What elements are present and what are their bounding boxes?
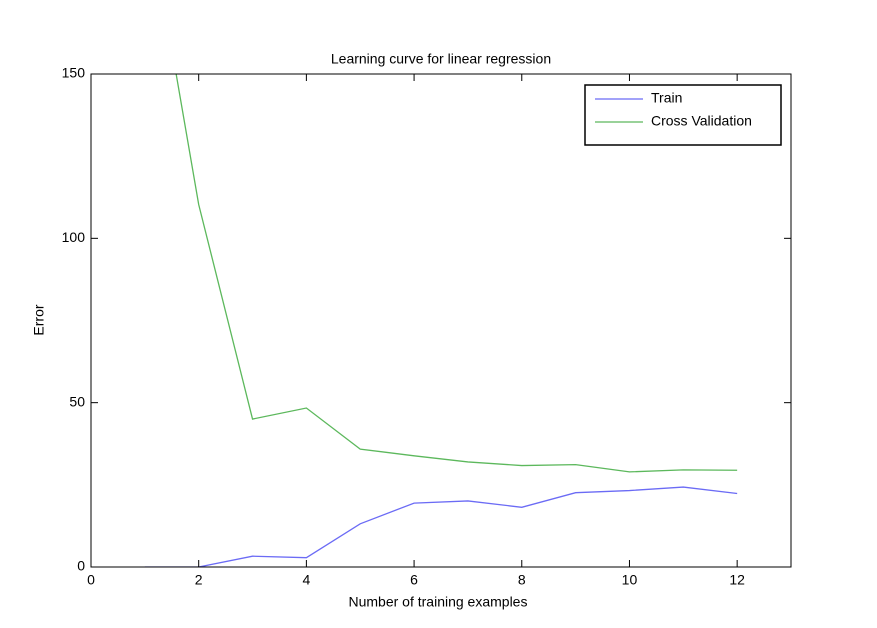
x-axis-label: Number of training examples [349,594,528,610]
y-tick-label: 50 [69,393,85,409]
legend-label: Train [651,90,682,106]
x-tick-label: 6 [410,572,418,588]
series-line [175,74,738,473]
x-tick-label: 0 [87,572,95,588]
x-tick-label: 12 [729,572,745,588]
x-tick-label: 4 [302,572,310,588]
y-axis-label: Error [31,304,47,335]
y-tick-label: 0 [77,558,85,574]
x-tick-label: 8 [518,572,526,588]
legend-box [584,84,782,146]
chart-title: Learning curve for linear regression [331,51,551,67]
y-tick-label: 150 [62,65,86,81]
axes-frame [90,73,792,568]
plot-area [144,74,738,567]
y-tick-label: 100 [62,229,86,245]
x-tick-label: 2 [195,572,203,588]
series-line [144,486,738,567]
legend-label: Cross Validation [651,113,752,129]
x-tick-label: 10 [622,572,638,588]
